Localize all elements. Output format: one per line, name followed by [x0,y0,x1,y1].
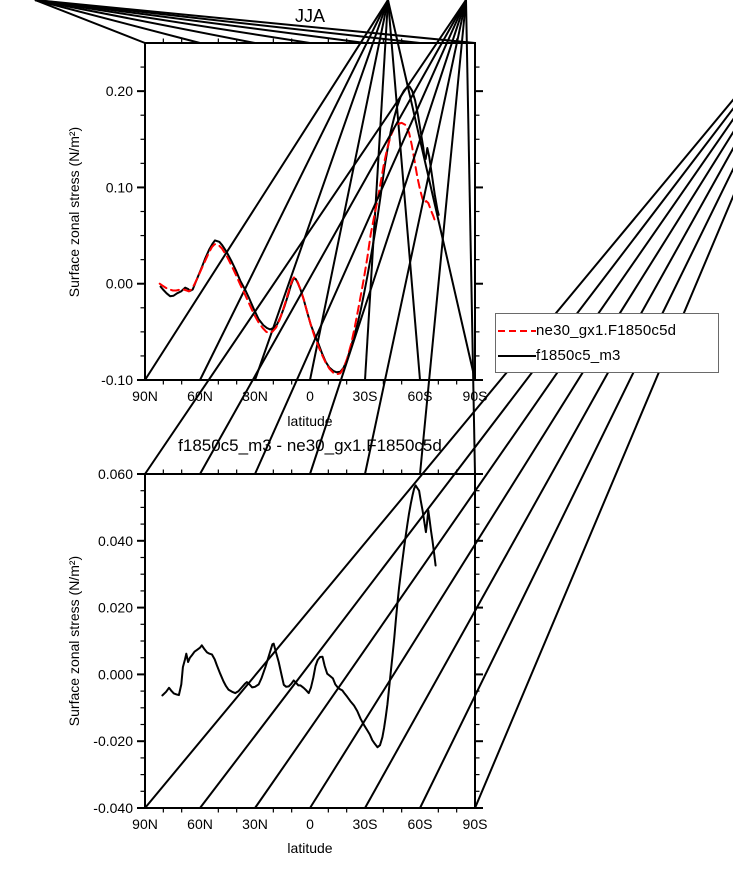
bottom-chart: 90N 60N 30N 0 30S 60S 90S-0.040-0.0200.0000.02… [93,0,733,832]
top-chart-x-tick-label: 60N [187,388,213,404]
bottom-chart-y-tick-label: 0.060 [98,466,133,482]
bottom-chart-x-tick-label: 0 [306,816,314,832]
top-chart-x-tick-label: 0 [306,388,314,404]
legend-solid-line-sample [498,355,536,357]
top-chart-y-tick-label: 0.20 [106,83,133,99]
bottom-chart-x-major-tick [254,117,733,809]
bottom-chart-series-0 [161,484,437,749]
bottom-y-axis-label: Surface zonal stress (N/m²) [66,555,82,727]
top-chart-frame [144,42,476,381]
bottom-chart-x-major-tick [419,167,733,809]
top-x-axis-label: latitude [287,413,333,429]
top-chart-x-major-tick [387,0,476,381]
legend-dashed-line-sample [498,330,536,332]
bottom-chart-y-tick-label: -0.020 [93,733,133,749]
top-chart-x-major-tick [364,0,389,381]
bottom-x-axis-label: latitude [287,840,333,856]
top-chart-x-major-tick [254,0,389,381]
top-chart-y-tick-label: -0.10 [101,372,133,388]
top-chart-y-tick-label: 0.10 [106,179,133,195]
top-chart-y-tick-label: 0.00 [106,276,133,292]
top-chart-series-1 [158,121,437,376]
bottom-chart-x-major-tick [419,0,467,475]
bottom-chart-x-major-tick [254,0,467,475]
bottom-chart-x-major-tick [474,194,733,809]
top-chart-title: JJA [294,6,325,26]
top-chart-x-major-tick [34,0,201,44]
bottom-chart-x-tick-label: 30N [242,816,268,832]
legend-label-ne30: ne30_gx1.F1850c5d [536,322,677,339]
bottom-chart-x-major-tick [144,98,733,809]
top-chart-x-major-tick [199,0,389,381]
top-y-axis-label: Surface zonal stress (N/m²) [66,126,82,298]
bottom-chart-x-tick-label: 60N [187,816,213,832]
bottom-chart-y-tick-label: 0.000 [98,666,133,682]
bottom-chart-x-major-tick [199,0,467,475]
bottom-chart-x-major-tick [144,0,467,475]
bottom-chart-x-major-tick [309,0,467,475]
legend-entry-ne30: ne30_gx1.F1850c5d [496,318,718,343]
bottom-chart-y-tick-label: -0.040 [93,800,133,816]
top-chart-x-major-tick [34,0,366,44]
top-chart-x-tick-label: 30S [353,388,378,404]
top-chart: 90N 60N 30N 0 30S 60S 90S-0.100.000.100.20 [34,0,488,404]
bottom-chart-x-tick-label: 60S [408,816,433,832]
bottom-chart-title: f1850c5_m3 - ne30_gx1.F1850c5d [178,436,442,455]
top-chart-x-tick-label: 30N [242,388,268,404]
bottom-chart-x-major-tick [364,146,733,809]
bottom-chart-x-major-tick [364,0,467,475]
top-chart-x-major-tick [34,0,476,44]
bottom-chart-y-tick-label: 0.020 [98,600,133,616]
legend-box: ne30_gx1.F1850c5d f1850c5_m3 [495,313,719,373]
bottom-chart-x-tick-label: 90N [132,816,158,832]
bottom-chart-x-major-tick [199,107,733,809]
bottom-chart-x-major-tick [309,130,733,809]
bottom-chart-x-major-tick [465,0,476,475]
top-chart-x-major-tick [144,0,389,381]
top-chart-x-tick-label: 90S [463,388,488,404]
top-chart-series-0 [159,85,440,374]
top-chart-x-major-tick [309,0,389,381]
top-chart-x-major-tick [34,0,256,44]
bottom-chart-x-tick-label: 30S [353,816,378,832]
bottom-chart-y-tick-label: 0.040 [98,533,133,549]
legend-entry-f1850: f1850c5_m3 [496,343,718,368]
top-chart-x-tick-label: 90N [132,388,158,404]
top-chart-x-major-tick [34,0,146,44]
legend-label-f1850: f1850c5_m3 [536,347,621,364]
bottom-chart-x-tick-label: 90S [463,816,488,832]
top-chart-x-major-tick [34,0,311,44]
